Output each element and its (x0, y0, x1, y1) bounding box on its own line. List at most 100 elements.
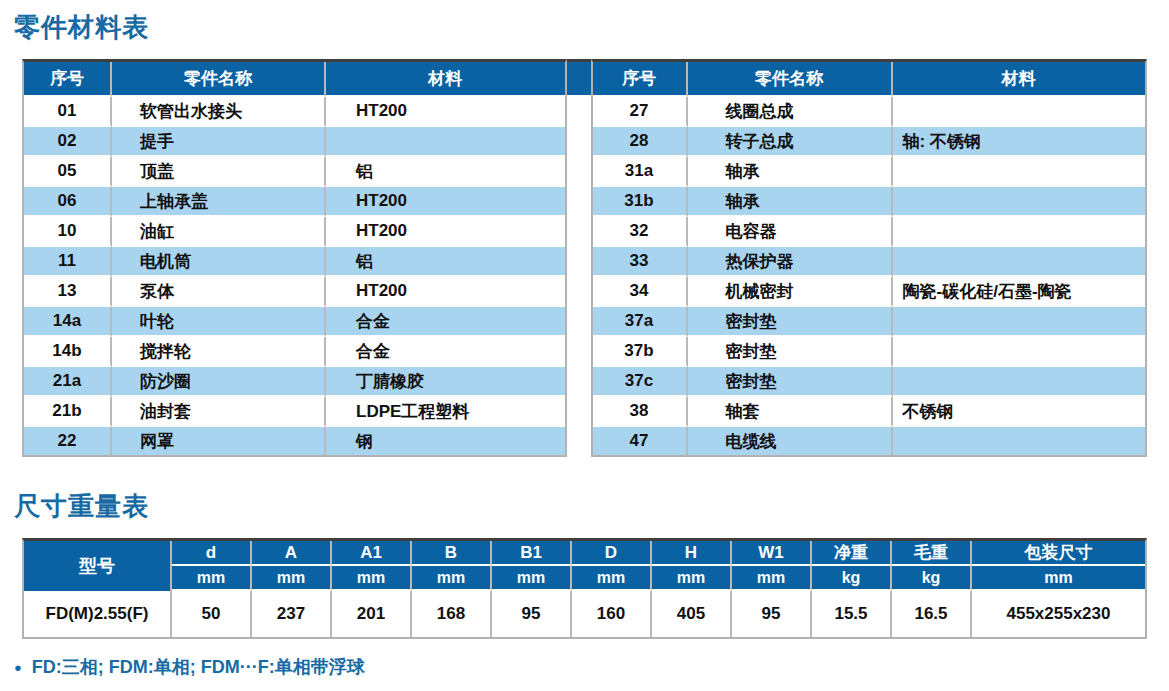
parts-row: 28转子总成轴: 不锈钢 (593, 127, 1146, 157)
part-no-cell: 14b (24, 337, 112, 367)
dim-value-cell: 455x255x230 (972, 591, 1145, 637)
part-material-cell (893, 427, 1146, 455)
parts-row: 33热保护器 (593, 247, 1146, 277)
dim-value-cell: 405 (652, 591, 732, 637)
dim-value-cell: 168 (412, 591, 492, 637)
part-no-cell: 22 (24, 427, 112, 455)
dim-col-label: B1 (492, 541, 572, 566)
spec-sheet-page: 零件材料表 序号 零件名称 材料 01软管出水接头HT20002提手05顶盖铝 0… (0, 0, 1169, 691)
dim-col-label: W1 (732, 541, 812, 566)
part-name-cell: 机械密封 (688, 277, 893, 307)
part-no-cell: 37b (593, 337, 688, 367)
part-name-cell: 网罩 (112, 427, 326, 455)
parts-row: 02提手 (24, 127, 565, 157)
col-header-name: 零件名称 (112, 62, 326, 97)
part-name-cell: 泵体 (112, 277, 326, 307)
part-no-cell: 14a (24, 307, 112, 337)
part-material-cell (893, 157, 1146, 187)
parts-row: 13泵体HT200 (24, 277, 565, 307)
dim-col-label: A1 (332, 541, 412, 566)
parts-table-title: 零件材料表 (14, 10, 1147, 45)
part-name-cell: 电机筒 (112, 247, 326, 277)
part-name-cell: 提手 (112, 127, 326, 157)
dim-col-unit: mm (572, 566, 652, 591)
part-material-cell (893, 367, 1146, 397)
footer-note: ● FD:三相; FDM:单相; FDM···F:单相带浮球 (14, 655, 1147, 679)
dim-col-label: 包装尺寸 (972, 541, 1145, 566)
dim-col-unit: mm (412, 566, 492, 591)
parts-row: 10油缸HT200 (24, 217, 565, 247)
part-no-cell: 47 (593, 427, 688, 455)
part-name-cell: 密封垫 (688, 337, 893, 367)
parts-header-row: 序号 零件名称 材料 (593, 62, 1146, 97)
part-name-cell: 上轴承盖 (112, 187, 326, 217)
col-header-no: 序号 (593, 62, 688, 97)
part-name-cell: 热保护器 (688, 247, 893, 277)
parts-row: 06上轴承盖HT200 (24, 187, 565, 217)
part-no-cell: 21a (24, 367, 112, 397)
part-name-cell: 电容器 (688, 217, 893, 247)
part-material-cell: 轴: 不锈钢 (893, 127, 1146, 157)
part-name-cell: 轴承 (688, 187, 893, 217)
part-material-cell: 钢 (326, 427, 565, 455)
parts-header-row: 序号 零件名称 材料 (24, 62, 565, 97)
part-material-cell (326, 127, 565, 157)
parts-row: 37a密封垫 (593, 307, 1146, 337)
dims-header-units-row: mmmmmmmmmmmmmmmmkgkgmm (24, 566, 1145, 591)
part-material-cell: 铝 (326, 247, 565, 277)
part-material-cell: HT200 (326, 277, 565, 307)
part-no-cell: 06 (24, 187, 112, 217)
dim-value-cell: 160 (572, 591, 652, 637)
part-material-cell: LDPE工程塑料 (326, 397, 565, 427)
parts-row: 37c密封垫 (593, 367, 1146, 397)
part-no-cell: 05 (24, 157, 112, 187)
part-material-cell (893, 97, 1146, 127)
part-name-cell: 电缆线 (688, 427, 893, 455)
parts-row: 01软管出水接头HT200 (24, 97, 565, 127)
part-name-cell: 顶盖 (112, 157, 326, 187)
part-no-cell: 32 (593, 217, 688, 247)
dim-col-unit: mm (252, 566, 332, 591)
part-material-cell: 丁腈橡胶 (326, 367, 565, 397)
parts-row: 31b轴承 (593, 187, 1146, 217)
dim-value-cell: 50 (172, 591, 252, 637)
part-no-cell: 34 (593, 277, 688, 307)
part-no-cell: 37a (593, 307, 688, 337)
part-name-cell: 轴套 (688, 397, 893, 427)
part-material-cell (893, 217, 1146, 247)
part-no-cell: 27 (593, 97, 688, 127)
dim-col-unit: mm (652, 566, 732, 591)
part-no-cell: 13 (24, 277, 112, 307)
dim-col-unit: mm (972, 566, 1145, 591)
gap-header-cell (567, 59, 591, 95)
part-material-cell: HT200 (326, 187, 565, 217)
parts-row: 47电缆线 (593, 427, 1146, 455)
part-no-cell: 11 (24, 247, 112, 277)
part-material-cell (893, 187, 1146, 217)
dim-col-label: B (412, 541, 492, 566)
dimensions-data-row: FD(M)2.55(F)50237201168951604059515.516.… (24, 591, 1145, 637)
part-no-cell: 33 (593, 247, 688, 277)
parts-table-left: 序号 零件名称 材料 01软管出水接头HT20002提手05顶盖铝06上轴承盖H… (22, 59, 567, 457)
dim-col-label: 毛重 (892, 541, 972, 566)
col-header-name: 零件名称 (688, 62, 893, 97)
part-material-cell: 合金 (326, 337, 565, 367)
part-no-cell: 31a (593, 157, 688, 187)
part-material-cell: 合金 (326, 307, 565, 337)
parts-row: 21a防沙圈丁腈橡胶 (24, 367, 565, 397)
dim-col-unit: kg (812, 566, 892, 591)
part-name-cell: 密封垫 (688, 307, 893, 337)
parts-row: 32电容器 (593, 217, 1146, 247)
parts-row: 21b油封套LDPE工程塑料 (24, 397, 565, 427)
col-header-model: 型号 (24, 541, 172, 591)
dim-col-label: d (172, 541, 252, 566)
dimensions-table-title: 尺寸重量表 (14, 489, 1147, 524)
dim-value-cell: 15.5 (812, 591, 892, 637)
dim-col-unit: mm (332, 566, 412, 591)
parts-row: 38轴套不锈钢 (593, 397, 1146, 427)
footer-note-text: FD:三相; FDM:单相; FDM···F:单相带浮球 (32, 655, 365, 679)
part-no-cell: 37c (593, 367, 688, 397)
parts-row: 11电机筒铝 (24, 247, 565, 277)
dim-value-cell: 95 (492, 591, 572, 637)
part-name-cell: 油封套 (112, 397, 326, 427)
